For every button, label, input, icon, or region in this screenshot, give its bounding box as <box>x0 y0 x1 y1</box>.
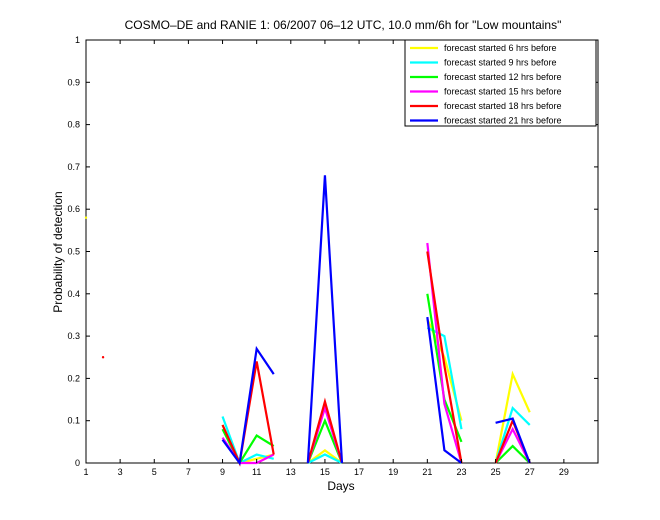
x-tick-label: 23 <box>456 467 466 477</box>
series-line <box>306 417 344 464</box>
chart-title: COSMO–DE and RANIE 1: 06/2007 06–12 UTC,… <box>125 18 562 32</box>
y-tick-label: 0.5 <box>67 247 80 257</box>
y-tick-label: 0.4 <box>67 289 80 299</box>
legend-label: forecast started 6 hrs before <box>444 43 557 53</box>
y-tick-label: 0 <box>75 458 80 468</box>
legend-label: forecast started 15 hrs before <box>444 87 562 97</box>
y-tick-label: 0.2 <box>67 373 80 383</box>
ticks-layer: 1 3 5 7 9 11 13 15 17 19 21 23 25 27 2900.10.20.30.40.… <box>67 35 598 477</box>
x-tick-label: 7 <box>186 467 191 477</box>
y-tick-label: 0.8 <box>67 120 80 130</box>
legend-label: forecast started 21 hrs before <box>444 116 562 126</box>
x-tick-label: 17 <box>354 467 364 477</box>
x-tick-label: 29 <box>559 467 569 477</box>
x-tick-label: 27 <box>525 467 535 477</box>
series-line <box>306 397 344 464</box>
legend-box <box>404 39 597 127</box>
legend-label: forecast started 9 hrs before <box>444 58 557 68</box>
series-line <box>494 405 531 464</box>
series-line <box>495 417 531 464</box>
x-tick-label: 5 <box>152 467 157 477</box>
series-line <box>307 448 343 464</box>
y-tick-label: 0.3 <box>67 331 80 341</box>
y-tick-label: 1 <box>75 35 80 45</box>
series-line <box>221 416 274 465</box>
series-layer <box>84 175 531 467</box>
legend: forecast started 6 hrs before forecast st… <box>404 39 597 127</box>
y-axis-label: Probability of detection <box>51 191 65 312</box>
x-axis-label: Days <box>327 479 354 493</box>
legend-items: forecast started 6 hrs before forecast st… <box>410 43 562 126</box>
series-line <box>221 345 275 466</box>
y-tick-label: 0.9 <box>67 77 80 87</box>
y-tick-label: 0.6 <box>67 204 80 214</box>
x-tick-label: 19 <box>388 467 398 477</box>
data-point <box>84 216 88 219</box>
x-tick-label: 1 <box>83 467 88 477</box>
series-line <box>306 175 344 464</box>
x-tick-label: 15 <box>320 467 330 477</box>
series-line <box>426 316 463 464</box>
y-tick-label: 0.7 <box>67 162 80 172</box>
x-tick-label: 9 <box>220 467 225 477</box>
x-tick-label: 11 <box>252 467 261 477</box>
y-tick-label: 0.1 <box>67 416 80 426</box>
x-tick-label: 25 <box>491 467 501 477</box>
x-tick-label: 3 <box>118 467 123 477</box>
series-line <box>494 370 531 464</box>
series-line <box>426 251 463 464</box>
x-tick-label: 13 <box>286 467 296 477</box>
data-point <box>101 356 105 359</box>
series-line <box>494 444 531 464</box>
x-tick-label: 21 <box>422 467 432 477</box>
legend-label: forecast started 18 hrs before <box>444 101 562 111</box>
series-6 <box>221 175 531 466</box>
series-line <box>307 453 343 464</box>
legend-label: forecast started 12 hrs before <box>444 72 562 82</box>
